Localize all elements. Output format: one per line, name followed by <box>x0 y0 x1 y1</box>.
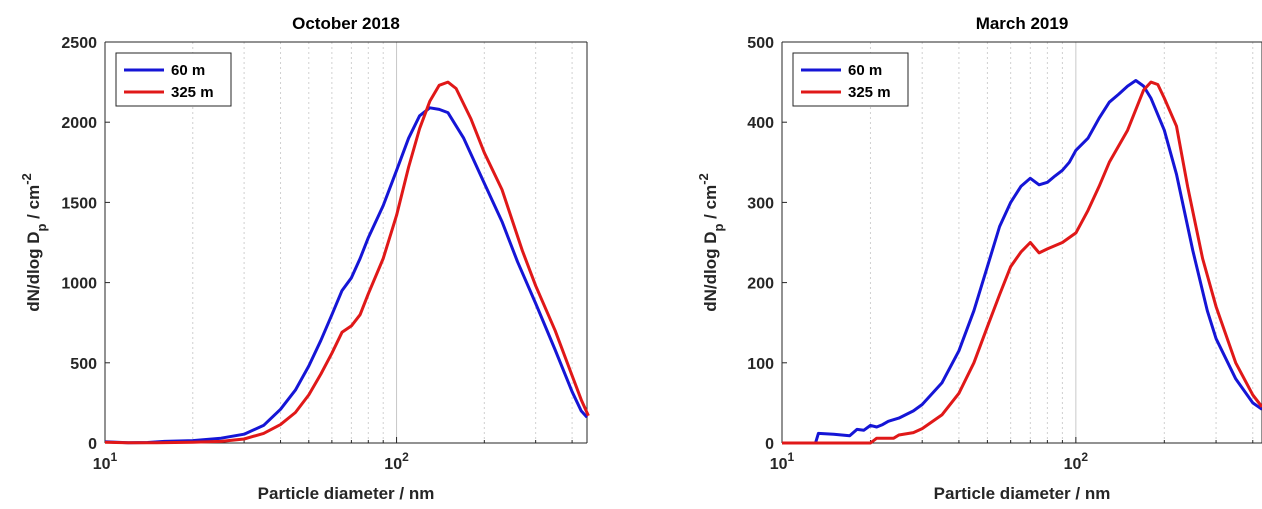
y-axis-title-main: dN/dlog D <box>701 232 720 312</box>
legend-label: 325 m <box>171 84 214 101</box>
y-axis-title-unit: / cm <box>24 185 43 224</box>
x-tick-exponent: 2 <box>1081 450 1088 464</box>
y-tick-label: 500 <box>747 35 774 52</box>
legend-label: 60 m <box>171 62 205 79</box>
chart-title: October 2018 <box>292 14 400 33</box>
y-tick-label: 200 <box>747 276 774 293</box>
x-tick-exponent: 2 <box>402 450 409 464</box>
legend-label: 60 m <box>848 62 882 79</box>
series-line-60m <box>104 106 589 445</box>
y-axis-title-sub: p <box>34 224 49 232</box>
y-tick-label: 0 <box>88 436 97 453</box>
x-tick-base: 10 <box>384 456 402 473</box>
y-tick-label: 2000 <box>61 115 97 132</box>
y-tick-label: 500 <box>70 356 97 373</box>
y-axis-title: dN/dlog Dp / cm-2 <box>19 173 49 312</box>
y-tick-label: 1500 <box>61 195 97 212</box>
x-tick-label: 102 <box>1064 450 1089 473</box>
x-tick-exponent: 1 <box>788 450 795 464</box>
y-axis-title: dN/dlog Dp / cm-2 <box>696 173 726 312</box>
y-axis-title-sub: p <box>711 224 726 232</box>
y-axis-title-sup: -2 <box>19 173 34 185</box>
y-tick-label: 400 <box>747 115 774 132</box>
legend-box <box>115 52 232 107</box>
x-tick-label: 101 <box>770 450 795 473</box>
y-tick-label: 1000 <box>61 276 97 293</box>
y-tick-label: 100 <box>747 356 774 373</box>
chart-title: March 2019 <box>976 14 1069 33</box>
x-tick-label: 102 <box>384 450 409 473</box>
x-tick-label: 101 <box>93 450 118 473</box>
y-tick-label: 2500 <box>61 35 97 52</box>
legend-label: 325 m <box>848 84 891 101</box>
legend-box <box>792 52 909 107</box>
y-axis-title-sup: -2 <box>696 173 711 185</box>
x-tick-base: 10 <box>1064 456 1082 473</box>
y-axis-title-unit: / cm <box>701 185 720 224</box>
series-line-325m <box>104 80 590 445</box>
y-tick-label: 0 <box>765 436 774 453</box>
series-line-325m <box>782 80 1262 445</box>
legend: 60 m 325 m <box>792 52 909 107</box>
y-axis-title-main: dN/dlog D <box>24 232 43 312</box>
series-line-60m <box>782 79 1262 445</box>
x-axis-title: Particle diameter / nm <box>934 484 1111 503</box>
legend: 60 m 325 m <box>115 52 232 107</box>
x-axis-title: Particle diameter / nm <box>258 484 435 503</box>
x-tick-exponent: 1 <box>111 450 118 464</box>
y-tick-label: 300 <box>747 195 774 212</box>
x-tick-base: 10 <box>93 456 111 473</box>
x-tick-base: 10 <box>770 456 788 473</box>
